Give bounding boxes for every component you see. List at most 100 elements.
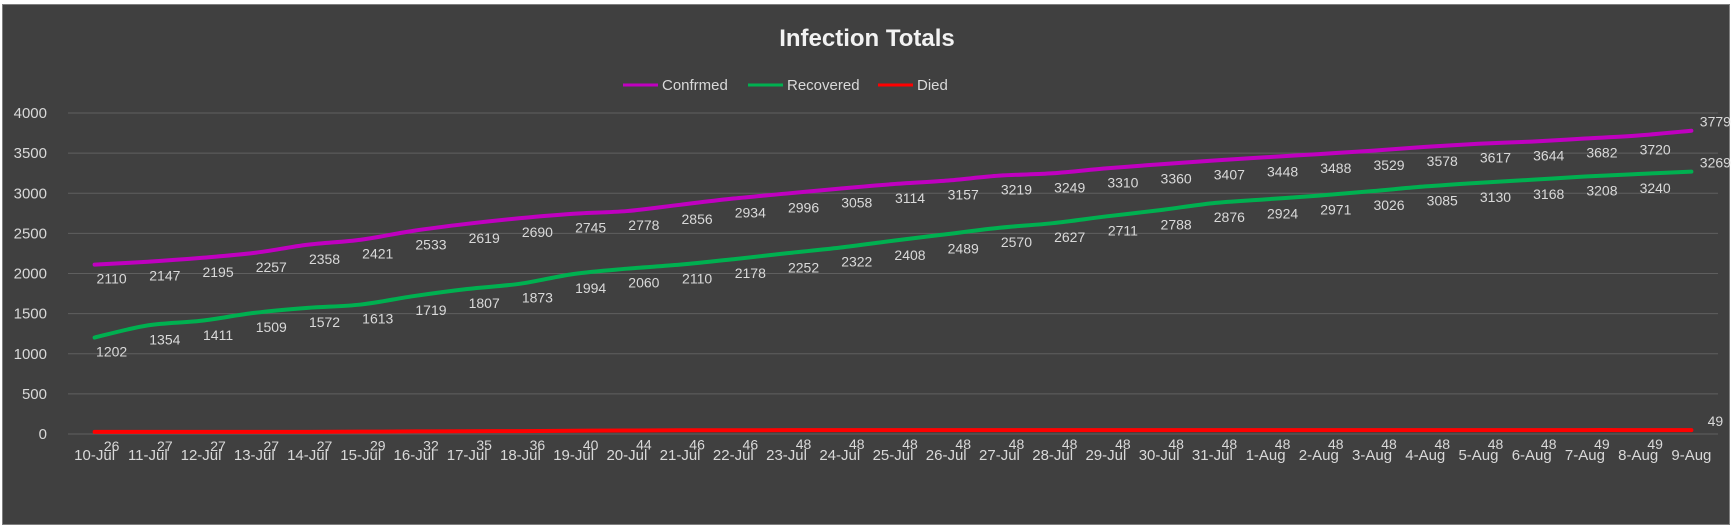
data-label: 48 xyxy=(1009,436,1025,452)
data-label: 2996 xyxy=(788,200,819,216)
x-tick-label: 8-Aug xyxy=(1618,447,1658,464)
data-label: 3407 xyxy=(1214,167,1245,183)
y-tick-label: 1500 xyxy=(14,306,47,323)
data-label: 46 xyxy=(743,436,759,452)
data-label: 2110 xyxy=(97,271,127,287)
series-lines xyxy=(92,128,1694,434)
y-tick-label: 2000 xyxy=(14,266,47,283)
data-label: 3617 xyxy=(1480,150,1511,166)
x-axis: 10-Jul 11-Jul 12-Jul 13-Jul 14-Jul 15-Jul 16-J… xyxy=(74,447,1711,464)
data-label: 48 xyxy=(1115,436,1131,452)
y-axis: 0 500 1000 1500 2000 2500 3000 3500 4000 xyxy=(14,105,47,443)
data-label: 40 xyxy=(583,437,599,453)
x-tick-label: 1-Aug xyxy=(1246,447,1286,464)
data-label: 2934 xyxy=(735,205,766,221)
x-tick-label: 14-Jul xyxy=(287,447,328,464)
data-label: 48 xyxy=(796,436,812,452)
data-label: 3114 xyxy=(895,190,925,206)
series-line-recovered xyxy=(92,169,1694,340)
x-tick-label: 26-Jul xyxy=(926,447,967,464)
x-tick-label: 28-Jul xyxy=(1032,447,1073,464)
data-label: 2195 xyxy=(202,264,233,280)
data-label: 3682 xyxy=(1586,145,1617,161)
data-label: 3157 xyxy=(948,187,979,203)
x-tick-label: 9-Aug xyxy=(1671,447,1711,464)
x-tick-label: 30-Jul xyxy=(1139,447,1180,464)
data-label: 3085 xyxy=(1427,192,1458,208)
data-label: 35 xyxy=(476,437,492,453)
data-label: 3720 xyxy=(1640,141,1671,157)
chart-legend: Confrmed Recovered Died xyxy=(623,77,948,94)
x-tick-label: 22-Jul xyxy=(713,447,754,464)
data-label: 26 xyxy=(104,438,120,454)
legend-entry: Recovered xyxy=(787,77,860,94)
data-label: 27 xyxy=(264,438,280,454)
data-label: 49 xyxy=(1647,436,1663,452)
data-label: 44 xyxy=(636,436,652,452)
x-tick-label: 31-Jul xyxy=(1192,447,1233,464)
x-tick-label: 11-Jul xyxy=(128,447,168,464)
x-tick-label: 15-Jul xyxy=(340,447,381,464)
data-label: 48 xyxy=(1488,436,1504,452)
y-tick-label: 4000 xyxy=(14,105,47,122)
x-tick-label: 25-Jul xyxy=(873,447,914,464)
x-tick-label: 13-Jul xyxy=(234,447,275,464)
x-tick-label: 4-Aug xyxy=(1405,447,1445,464)
x-tick-label: 7-Aug xyxy=(1565,447,1605,464)
y-tick-label: 500 xyxy=(22,386,47,403)
data-label: 3360 xyxy=(1161,170,1192,186)
data-label: 3448 xyxy=(1267,163,1298,179)
data-label: 3488 xyxy=(1320,160,1351,176)
x-tick-label: 5-Aug xyxy=(1458,447,1498,464)
data-label: 3058 xyxy=(841,195,872,211)
data-label: 1719 xyxy=(415,302,446,318)
data-label: 3026 xyxy=(1373,197,1404,213)
data-label: 3529 xyxy=(1373,157,1404,173)
data-label: 1572 xyxy=(309,314,340,330)
data-label: 48 xyxy=(902,436,918,452)
data-label: 2778 xyxy=(628,217,659,233)
data-label: 49 xyxy=(1594,436,1610,452)
data-label: 48 xyxy=(849,436,865,452)
data-label: 48 xyxy=(1062,436,1078,452)
data-label: 2745 xyxy=(575,220,606,236)
data-label: 2627 xyxy=(1054,229,1085,245)
series-line-confrmed xyxy=(92,128,1694,267)
x-tick-label: 18-Jul xyxy=(500,447,541,464)
data-label: 1873 xyxy=(522,290,553,306)
data-label: 27 xyxy=(157,438,173,454)
x-tick-label: 10-Jul xyxy=(74,447,115,464)
data-label: 2147 xyxy=(149,268,180,284)
x-tick-label: 17-Jul xyxy=(447,447,488,464)
data-label: 2421 xyxy=(362,246,393,262)
data-label: 2322 xyxy=(841,254,872,270)
data-label: 2252 xyxy=(788,259,819,275)
y-tick-label: 0 xyxy=(39,426,47,443)
x-tick-label: 12-Jul xyxy=(181,447,222,464)
chart-title: Infection Totals xyxy=(779,25,955,52)
data-label: 32 xyxy=(423,437,439,453)
x-tick-label: 29-Jul xyxy=(1085,447,1126,464)
data-label: 2690 xyxy=(522,224,553,240)
data-label: 3578 xyxy=(1427,153,1458,169)
data-label: 48 xyxy=(1328,436,1344,452)
data-label: 1994 xyxy=(575,280,606,296)
y-tick-label: 3500 xyxy=(14,145,47,162)
data-label: 27 xyxy=(317,438,333,454)
line-chart: Infection Totals Confrmed Recovered Died 0… xyxy=(14,25,1731,464)
data-label: 3310 xyxy=(1107,174,1138,190)
x-tick-label: 3-Aug xyxy=(1352,447,1392,464)
data-label: 48 xyxy=(1222,436,1238,452)
data-label: 3249 xyxy=(1054,179,1085,195)
data-label: 2533 xyxy=(415,237,446,253)
data-label: 48 xyxy=(1168,436,1184,452)
data-label: 2257 xyxy=(256,259,287,275)
y-tick-label: 1000 xyxy=(14,346,47,363)
data-label: 2876 xyxy=(1214,209,1245,225)
chart-area: Infection Totals Confrmed Recovered Died 0… xyxy=(2,4,1731,525)
y-tick-label: 2500 xyxy=(14,225,47,242)
x-tick-label: 2-Aug xyxy=(1299,447,1339,464)
series-line-died xyxy=(92,428,1694,434)
data-label: 2178 xyxy=(735,265,766,281)
data-label: 2408 xyxy=(894,247,925,263)
